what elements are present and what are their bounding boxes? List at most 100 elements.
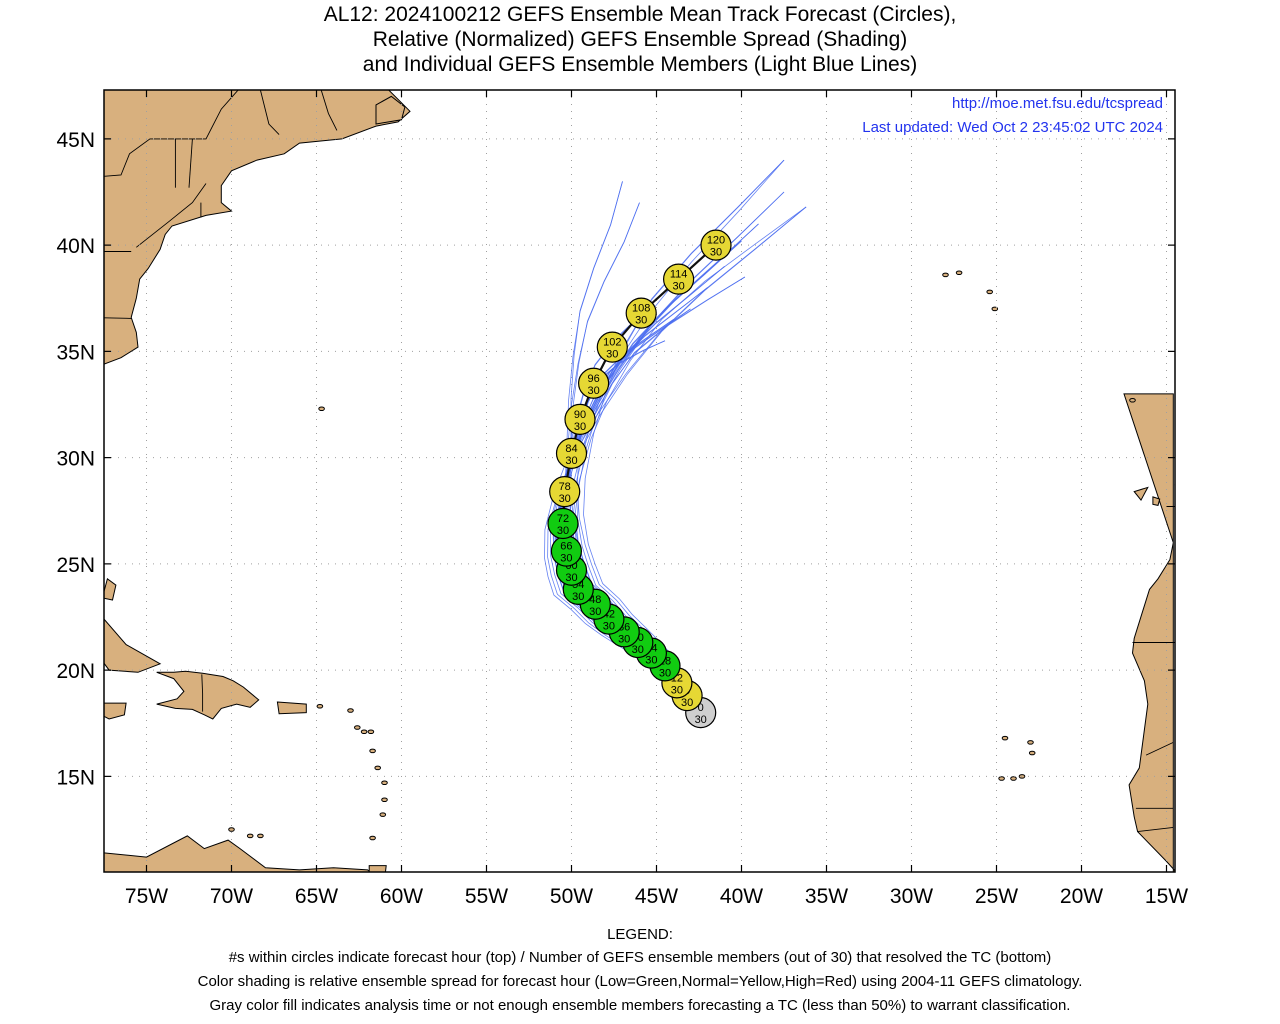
cape-breton-land xyxy=(375,95,406,125)
lat-tick-label: 40N xyxy=(56,235,95,258)
island-11 xyxy=(318,406,325,412)
member-count-label: 30 xyxy=(672,281,684,293)
title-line-3: and Individual GEFS Ensemble Members (Li… xyxy=(362,53,918,76)
border-line-9 xyxy=(201,674,204,712)
legend-line-2: Color shading is relative ensemble sprea… xyxy=(197,973,1083,990)
lat-tick-label: 45N xyxy=(56,129,95,152)
lat-tick-label: 35N xyxy=(56,341,95,364)
lon-tick-label: 15W xyxy=(1145,885,1188,908)
border-line-8 xyxy=(320,90,338,131)
border-line-6 xyxy=(104,317,132,319)
legend-line-3: Gray color fill indicates analysis time … xyxy=(209,997,1071,1014)
lon-tick-label: 40W xyxy=(720,885,763,908)
forecast-hour-label: 72 xyxy=(557,513,569,525)
border-line-0 xyxy=(104,90,280,177)
member-count-label: 30 xyxy=(589,606,601,618)
island-1 xyxy=(381,797,388,803)
grid-layer xyxy=(104,90,1175,872)
jamaica-land xyxy=(104,702,127,720)
ensemble-members-layer xyxy=(544,159,807,713)
island-2 xyxy=(374,765,382,771)
track-circle-fill xyxy=(577,367,610,399)
lon-tick-label: 30W xyxy=(890,885,933,908)
forecast-hour-label: 120 xyxy=(707,235,725,247)
map-frame xyxy=(103,89,1176,873)
lon-tick-label: 25W xyxy=(975,885,1018,908)
member-count-label: 30 xyxy=(710,247,722,259)
lon-tick-label: 65W xyxy=(295,885,338,908)
mean-track-layer: 0306301230183024303030363042304830543060… xyxy=(547,229,732,729)
lat-tick-label: 30N xyxy=(56,448,95,471)
track-circle-fill xyxy=(596,331,628,363)
forecast-hour-label: 48 xyxy=(589,594,601,606)
member-count-label: 30 xyxy=(695,714,707,726)
member-count-label: 30 xyxy=(606,349,618,361)
member-count-label: 30 xyxy=(565,455,577,467)
axis-layer: 75W 70W 65W 60W 55W 50W 45W 40W 35W 30W 25W 20W 15W 1… xyxy=(56,90,1188,908)
lon-tick-label: 70W xyxy=(210,885,253,908)
canary-tenerife-land xyxy=(1133,486,1149,502)
forecast-hour-label: 114 xyxy=(670,269,688,281)
lat-tick-label: 20N xyxy=(56,660,95,683)
border-line-11 xyxy=(1145,741,1174,756)
member-count-label: 30 xyxy=(618,633,630,645)
track-circle-fill xyxy=(547,507,579,540)
island-3 xyxy=(369,748,376,754)
island-6 xyxy=(367,729,375,735)
legend-line-1: #s within circles indicate forecast hour… xyxy=(228,949,1052,966)
lat-tick-label: 25N xyxy=(56,554,95,577)
lon-tick-label: 50W xyxy=(550,885,593,908)
forecast-hour-label: 0 xyxy=(698,702,704,714)
island-8 xyxy=(316,703,324,709)
title-line-2: Relative (Normalized) GEFS Ensemble Spre… xyxy=(372,28,908,51)
forecast-hour-label: 96 xyxy=(587,373,599,385)
member-count-label: 30 xyxy=(681,697,693,709)
member-count-label: 30 xyxy=(565,572,577,584)
land-layer xyxy=(104,33,1175,872)
newfoundland-land xyxy=(413,33,525,86)
last-updated-text: Last updated: Wed Oct 2 23:45:02 UTC 202… xyxy=(862,119,1163,136)
member-count-label: 30 xyxy=(645,655,657,667)
member-count-label: 30 xyxy=(587,385,599,397)
canary-grancanaria-land xyxy=(1152,496,1161,506)
track-circle-fill xyxy=(549,476,581,508)
island-25 xyxy=(257,833,264,839)
island-22 xyxy=(998,776,1005,781)
island-0 xyxy=(381,780,388,786)
island-13 xyxy=(955,270,963,276)
member-count-label: 30 xyxy=(572,591,584,603)
island-18 xyxy=(1027,740,1034,745)
island-16 xyxy=(1129,397,1136,403)
track-circle-fill xyxy=(662,263,695,295)
island-4 xyxy=(360,729,368,735)
cuba-land xyxy=(104,618,162,673)
member-count-label: 30 xyxy=(671,684,683,696)
border-line-3 xyxy=(188,138,193,188)
south-america-land xyxy=(104,835,372,872)
source-url-link[interactable]: http://moe.met.fsu.edu/tcspread xyxy=(952,95,1163,112)
lon-tick-label: 20W xyxy=(1060,885,1103,908)
hispaniola-land xyxy=(156,670,260,720)
track-circle-fill xyxy=(700,229,732,261)
forecast-hour-label: 78 xyxy=(559,481,571,493)
forecast-hour-label: 84 xyxy=(565,443,577,455)
north-america-land xyxy=(104,90,411,365)
member-count-label: 30 xyxy=(632,644,644,656)
member-count-label: 30 xyxy=(603,621,615,633)
island-10 xyxy=(369,835,376,841)
track-circle-fill xyxy=(555,437,588,469)
island-24 xyxy=(246,833,254,839)
lon-tick-label: 35W xyxy=(805,885,848,908)
forecast-hour-label: 102 xyxy=(603,337,621,349)
lat-tick-label: 15N xyxy=(56,766,95,789)
island-19 xyxy=(1028,750,1036,756)
